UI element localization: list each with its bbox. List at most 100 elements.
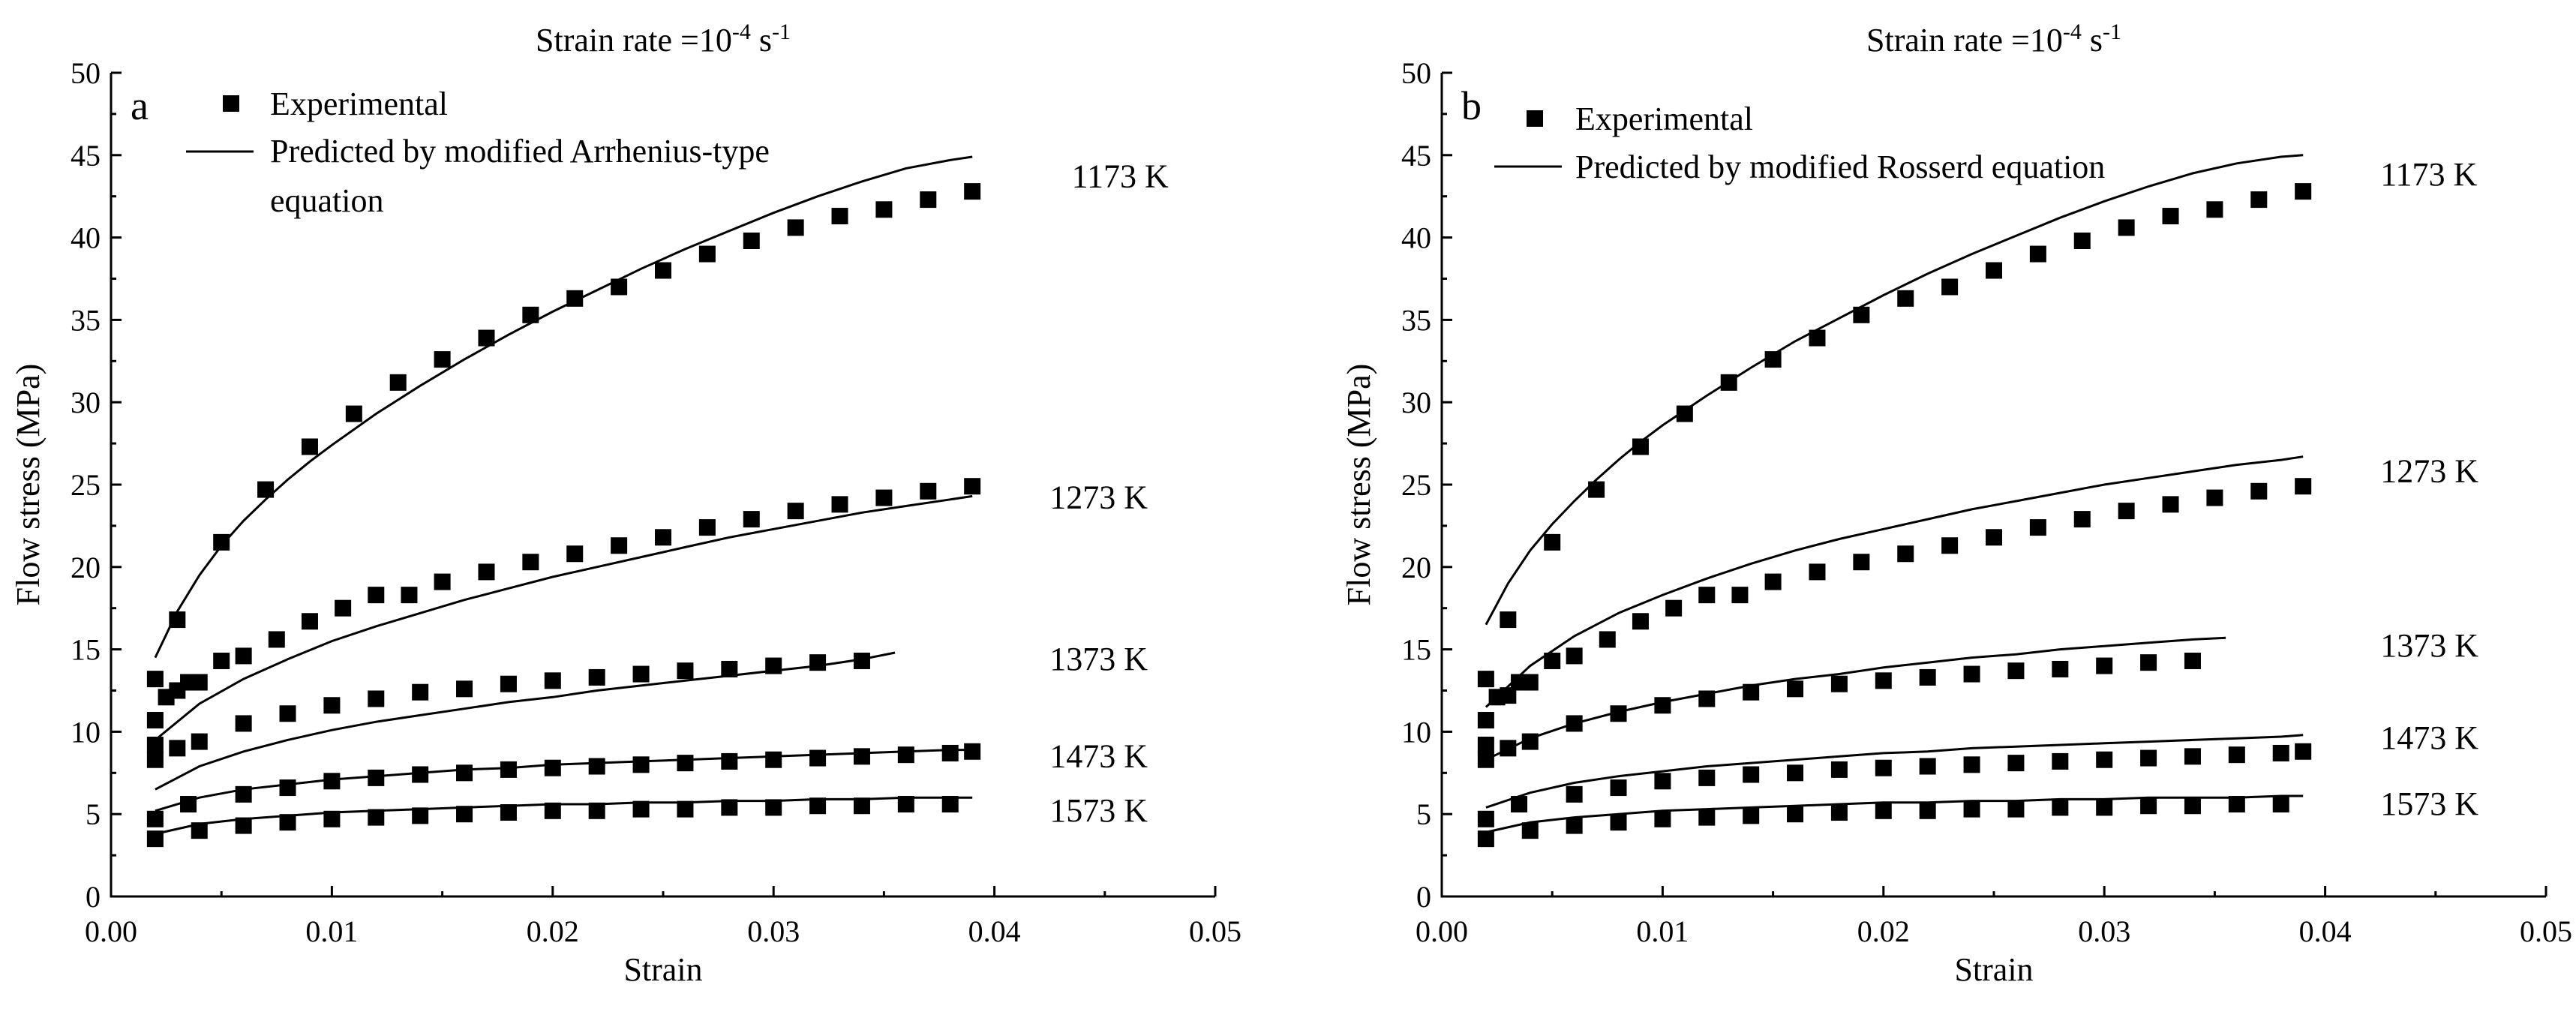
- experimental-point: [1521, 674, 1539, 691]
- experimental-point: [655, 262, 671, 279]
- experimental-point: [279, 814, 296, 831]
- series-label: 1173 K: [1072, 158, 1169, 194]
- x-tick-label: 0.05: [2520, 914, 2572, 948]
- experimental-point: [1787, 764, 1804, 782]
- legend-label: Predicted by modified Rosserd equation: [1575, 149, 2105, 185]
- experimental-point: [456, 680, 473, 698]
- experimental-point: [2228, 746, 2245, 764]
- experimental-point: [721, 752, 738, 770]
- experimental-point: [146, 736, 164, 753]
- chart-panel-a: 0 5 10 15 20 25 30 35 40 45 50 0.00 0.01 0.02 0.03 0.04…: [10, 20, 1241, 988]
- x-tick-label: 0.01: [305, 914, 358, 948]
- experimental-point: [1853, 306, 1870, 323]
- experimental-point: [412, 766, 429, 783]
- experimental-point: [632, 665, 650, 683]
- legend-label: Experimental: [1575, 101, 1753, 137]
- experimental-point: [2184, 748, 2201, 765]
- experimental-point: [1665, 599, 1683, 617]
- experimental-point: [1566, 785, 1583, 803]
- experimental-point: [1477, 751, 1494, 768]
- experimental-point: [2272, 796, 2289, 813]
- experimental-point: [2052, 799, 2069, 816]
- series-label: 1273 K: [1049, 479, 1148, 516]
- experimental-point: [611, 278, 628, 296]
- experimental-point: [2295, 183, 2312, 200]
- experimental-point: [566, 545, 584, 563]
- experimental-point: [2118, 503, 2135, 520]
- experimental-point: [2250, 482, 2268, 500]
- experimental-point: [2052, 660, 2069, 677]
- experimental-point: [146, 671, 164, 688]
- experimental-point: [323, 810, 341, 827]
- experimental-point: [1809, 563, 1826, 581]
- experimental-point: [500, 675, 517, 692]
- experimental-point: [301, 438, 318, 455]
- experimental-point: [412, 683, 429, 701]
- experimental-point: [1477, 736, 1494, 753]
- title-superscript: -4: [2063, 20, 2082, 44]
- y-tick-label: 25: [71, 468, 101, 502]
- series-label: 1473 K: [1049, 737, 1148, 774]
- y-axis-label: Flow stress (MPa): [1341, 364, 1377, 606]
- y-tick-label: 5: [1416, 797, 1431, 831]
- experimental-point: [1986, 262, 2002, 279]
- experimental-point: [853, 652, 870, 669]
- experimental-point: [698, 245, 716, 263]
- experimental-point: [2295, 743, 2312, 760]
- series-1273-K: 1273 K: [1477, 452, 2478, 753]
- experimental-point: [522, 306, 539, 323]
- experimental-point: [1787, 680, 1804, 698]
- x-tick-label: 0.02: [1857, 914, 1910, 948]
- experimental-point: [1764, 573, 1782, 590]
- experimental-point: [1963, 756, 1980, 773]
- experimental-point: [1875, 672, 1892, 689]
- experimental-point: [412, 807, 429, 824]
- experimental-point: [268, 631, 285, 648]
- experimental-point: [478, 329, 495, 347]
- experimental-point: [1875, 802, 1892, 819]
- experimental-point: [1743, 807, 1760, 824]
- series-label: 1573 K: [2380, 785, 2478, 822]
- experimental-point: [146, 830, 164, 848]
- experimental-point: [1919, 802, 1936, 819]
- y-tick-label: 45: [1401, 139, 1431, 173]
- experimental-point: [2250, 191, 2268, 209]
- experimental-point: [677, 662, 694, 680]
- experimental-point: [1963, 665, 1980, 683]
- experimental-point: [500, 761, 517, 778]
- predicted-curve: [154, 494, 973, 741]
- experimental-point: [1544, 533, 1561, 551]
- experimental-point: [146, 751, 164, 768]
- experimental-point: [566, 290, 584, 307]
- experimental-point: [191, 733, 208, 750]
- experimental-point: [1477, 810, 1494, 827]
- experimental-point: [434, 351, 451, 368]
- experimental-point: [2118, 219, 2135, 236]
- experimental-point: [1743, 766, 1760, 783]
- title-segment: Strain rate =10: [536, 22, 732, 59]
- experimental-point: [588, 802, 605, 819]
- experimental-point: [875, 201, 893, 218]
- experimental-point: [1477, 712, 1494, 729]
- experimental-point: [875, 489, 893, 506]
- experimental-point: [2162, 496, 2179, 513]
- experimental-point: [368, 587, 385, 604]
- experimental-point: [235, 647, 252, 665]
- experimental-point: [1919, 668, 1936, 686]
- experimental-point: [191, 822, 208, 839]
- experimental-point: [389, 374, 407, 391]
- experimental-point: [1897, 545, 1914, 563]
- experimental-point: [1743, 683, 1760, 701]
- experimental-point: [632, 756, 650, 773]
- series-label: 1273 K: [2380, 452, 2478, 489]
- experimental-point: [787, 503, 804, 520]
- experimental-point: [1610, 814, 1627, 831]
- experimental-point: [2073, 232, 2091, 249]
- experimental-point: [169, 740, 186, 757]
- experimental-point: [743, 232, 760, 249]
- experimental-point: [2007, 755, 2025, 772]
- experimental-point: [853, 748, 870, 765]
- experimental-point: [1500, 687, 1517, 704]
- title-superscript: -1: [2103, 20, 2121, 44]
